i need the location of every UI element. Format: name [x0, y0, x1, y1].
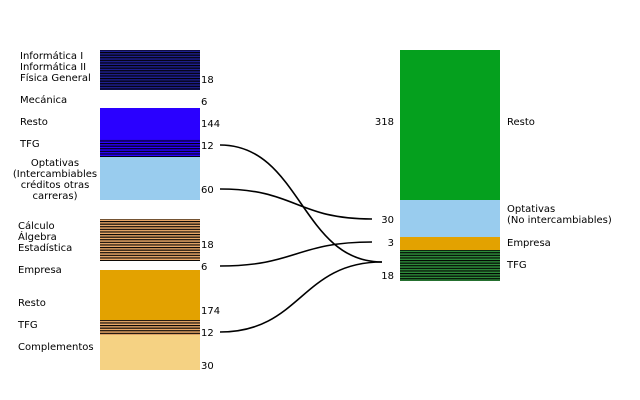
left-segment-tfg-top: TFG 12 [19, 139, 214, 157]
right-segment-resto-right: Resto 318 [375, 50, 535, 200]
left-bar-mecanica [100, 90, 200, 108]
left-segment-mecanica: Mecánica 6 [20, 90, 207, 108]
left-label-basics-bottom: Álgebra [18, 230, 57, 243]
right-value-resto-right: 318 [375, 117, 394, 128]
right-label-empresa-right: Empresa [507, 238, 551, 249]
left-bar-tfg-top [100, 139, 200, 157]
left-label-complementos: Complementos [18, 342, 94, 353]
right-segment-empresa-right: Empresa 3 [388, 237, 551, 250]
connector-tfg-bottom-to-tfg-right [219, 261, 383, 333]
left-value-tfg-bottom: 12 [201, 328, 214, 339]
left-label-optativas-top: Optativas [31, 158, 79, 169]
left-segment-resto-bottom: Resto 174 [18, 270, 220, 320]
left-label-resto-bottom: Resto [18, 298, 46, 309]
left-label-basics-bottom: Cálculo [18, 220, 55, 232]
right-segment-tfg-right: TFG 18 [381, 250, 527, 282]
connector-tfg-top-to-tfg-right [219, 144, 383, 263]
right-label-optativas-right: Optativas [507, 204, 555, 215]
left-bar-resto-bottom [100, 270, 200, 320]
left-value-empresa-left: 6 [201, 262, 207, 273]
left-label-basics-top: Informática II [20, 61, 86, 73]
left-label-mecanica: Mecánica [20, 94, 67, 106]
left-bar-complementos [100, 335, 200, 370]
left-bar-resto-top [100, 108, 200, 139]
left-value-mecanica: 6 [201, 97, 207, 108]
left-label-optativas-top: (Intercambiables [13, 169, 97, 180]
left-value-complementos: 30 [201, 361, 214, 372]
right-label-tfg-right: TFG [506, 260, 527, 271]
left-value-tfg-top: 12 [201, 141, 214, 152]
right-value-optativas-right: 30 [381, 215, 394, 226]
left-label-empresa-left: Empresa [18, 265, 62, 276]
connector-optativas-top-to-optativas-right [219, 188, 373, 220]
right-label-optativas-right: (No intercambiables) [507, 215, 612, 226]
left-label-basics-bottom: Estadística [18, 242, 72, 254]
left-value-resto-top: 144 [201, 119, 220, 130]
left-value-basics-top: 18 [201, 75, 214, 86]
left-bar-basics-top [100, 50, 200, 90]
left-label-optativas-top: carreras) [33, 191, 78, 202]
left-value-resto-bottom: 174 [201, 306, 220, 317]
left-label-optativas-top: créditos otras [21, 179, 90, 191]
left-label-basics-top: Informática I [20, 50, 83, 62]
left-label-basics-top: Física General [20, 72, 91, 84]
connector-empresa-left-to-empresa-right [219, 241, 373, 267]
left-bar-empresa-left [100, 261, 200, 270]
right-bar-resto-right [400, 50, 500, 200]
right-bar-tfg-right [400, 250, 500, 281]
right-bar-optativas-right [400, 200, 500, 237]
right-label-resto-right: Resto [507, 117, 535, 128]
left-bar-optativas-top [100, 157, 200, 200]
left-label-tfg-bottom: TFG [17, 320, 38, 331]
left-segment-tfg-bottom: TFG 12 [17, 320, 214, 339]
left-label-resto-top: Resto [20, 117, 48, 128]
left-segment-complementos: Complementos 30 [18, 335, 214, 372]
connectors [219, 144, 383, 333]
left-segment-empresa-left: Empresa 6 [18, 261, 207, 276]
right-segment-optativas-right: Optativas(No intercambiables) 30 [381, 200, 612, 237]
left-label-tfg-top: TFG [19, 139, 40, 150]
left-bar-basics-bottom [100, 219, 200, 261]
left-bar-tfg-bottom [100, 320, 200, 335]
left-segment-resto-top: Resto 144 [20, 108, 220, 139]
right-value-empresa-right: 3 [388, 238, 394, 249]
right-value-tfg-right: 18 [381, 271, 394, 282]
left-value-basics-bottom: 18 [201, 240, 214, 251]
right-bar-empresa-right [400, 237, 500, 250]
left-value-optativas-top: 60 [201, 185, 214, 196]
